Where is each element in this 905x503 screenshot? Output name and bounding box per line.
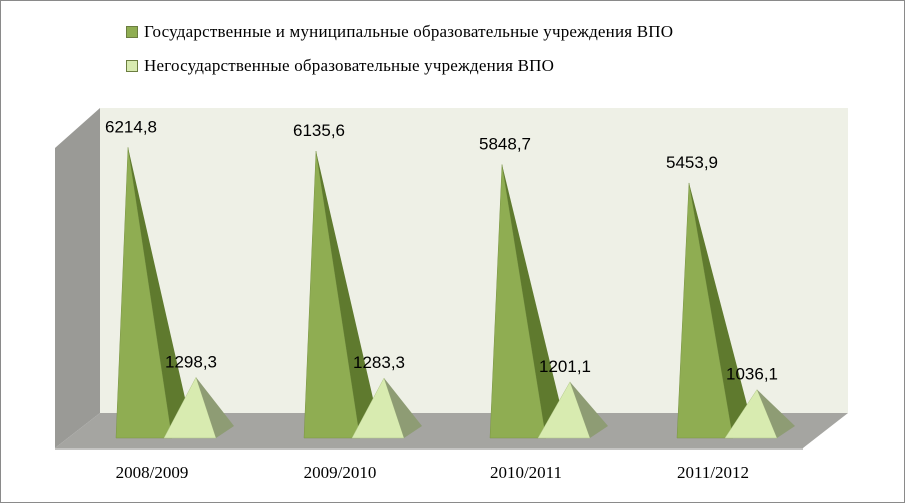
pyramid-private-2011/2012-side (757, 389, 795, 438)
pyramid-private-2010/2011-side (570, 381, 608, 438)
category-label-2010/2011: 2010/2011 (490, 463, 562, 482)
floor (55, 413, 848, 448)
data-label-private-2010/2011: 1201,1 (539, 357, 591, 376)
pyramid-public-2011/2012-side (689, 182, 751, 438)
back-wall (100, 108, 848, 413)
data-label-private-2011/2012: 1036,1 (726, 365, 778, 384)
data-label-public-2009/2010: 6135,6 (293, 121, 345, 140)
pyramid-private-2011/2012-front (724, 389, 778, 439)
legend-item-public: Государственные и муниципальные образова… (126, 15, 673, 49)
legend-label-private: Негосударственные образовательные учрежд… (144, 56, 555, 75)
legend-swatch-public (126, 26, 138, 38)
legend-item-private: Негосударственные образовательные учрежд… (126, 49, 673, 83)
data-label-private-2008/2009: 1298,3 (165, 352, 217, 371)
pyramid-private-2008/2009-front (163, 376, 217, 439)
legend-label-public: Государственные и муниципальные образова… (144, 22, 674, 41)
pyramid-public-2010/2011-side (502, 164, 564, 439)
pyramid-private-2008/2009-side (196, 377, 234, 438)
legend: Государственные и муниципальные образова… (126, 15, 673, 83)
legend-swatch-private (126, 60, 138, 72)
data-label-public-2011/2012: 5453,9 (666, 153, 718, 172)
chart-marks (115, 147, 795, 439)
chart-labels: 6214,8 1298,3 2008/2009 6135,6 1283,3 2009/20… (105, 117, 778, 482)
pyramid-private-2010/2011-front (537, 381, 591, 439)
category-label-2009/2010: 2009/2010 (304, 463, 377, 482)
category-label-2008/2009: 2008/2009 (116, 463, 189, 482)
data-label-private-2009/2010: 1283,3 (353, 353, 405, 372)
pyramid-private-2009/2010-side (384, 377, 422, 438)
side-wall (55, 108, 100, 448)
chart-walls (55, 108, 848, 450)
category-label-2011/2012: 2011/2012 (677, 463, 749, 482)
pyramid-public-2009/2010-side (316, 151, 378, 438)
data-label-public-2008/2009: 6214,8 (105, 117, 157, 136)
pyramid-public-2008/2009-side (128, 147, 190, 438)
data-label-public-2010/2011: 5848,7 (479, 134, 531, 153)
